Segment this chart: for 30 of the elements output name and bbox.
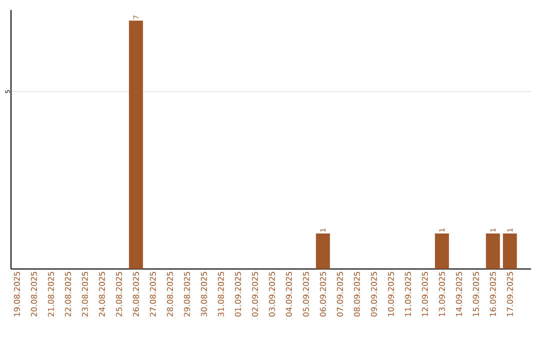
x-tick-label: 27.08.2025 (150, 272, 156, 316)
x-tick-label: 14.09.2025 (456, 272, 462, 316)
x-tick-label: 29.08.2025 (184, 272, 190, 316)
x-tick-label: 25.08.2025 (116, 272, 122, 316)
x-tick-label: 12.09.2025 (422, 272, 428, 316)
x-tick-label: 13.09.2025 (438, 272, 445, 316)
x-tick-label: 19.08.2025 (14, 272, 20, 316)
x-tick-label: 06.09.2025 (320, 272, 326, 316)
x-tick-label: 08.09.2025 (354, 272, 360, 316)
x-tick-label: 20.08.2025 (30, 272, 37, 316)
x-tick-label: 23.08.2025 (82, 272, 88, 316)
x-tick-label: 04.09.2025 (286, 272, 292, 316)
x-tick-label: 03.09.2025 (268, 272, 275, 316)
x-tick-label: 22.08.2025 (64, 272, 71, 316)
x-tick-label: 30.08.2025 (200, 272, 207, 316)
x-tick-label: 15.09.2025 (472, 272, 479, 316)
x-tick-label: 16.09.2025 (490, 272, 496, 316)
x-tick-label: 05.09.2025 (302, 272, 309, 316)
x-tick-label: 10.09.2025 (388, 272, 394, 316)
x-tick-label: 09.09.2025 (370, 272, 377, 316)
x-tick-label: 11.09.2025 (404, 272, 411, 316)
x-tick-label: 02.09.2025 (252, 272, 258, 316)
x-tick-label: 17.09.2025 (506, 272, 513, 316)
x-tick-label: 21.08.2025 (48, 272, 54, 316)
x-tick-label: 31.08.2025 (218, 272, 224, 316)
x-tick-label: 28.08.2025 (166, 272, 173, 316)
x-tick-label: 24.08.2025 (98, 272, 105, 316)
x-tick-label: 26.08.2025 (132, 272, 139, 316)
x-tick-label: 01.09.2025 (234, 272, 241, 316)
x-tick-label: 07.09.2025 (336, 272, 343, 316)
